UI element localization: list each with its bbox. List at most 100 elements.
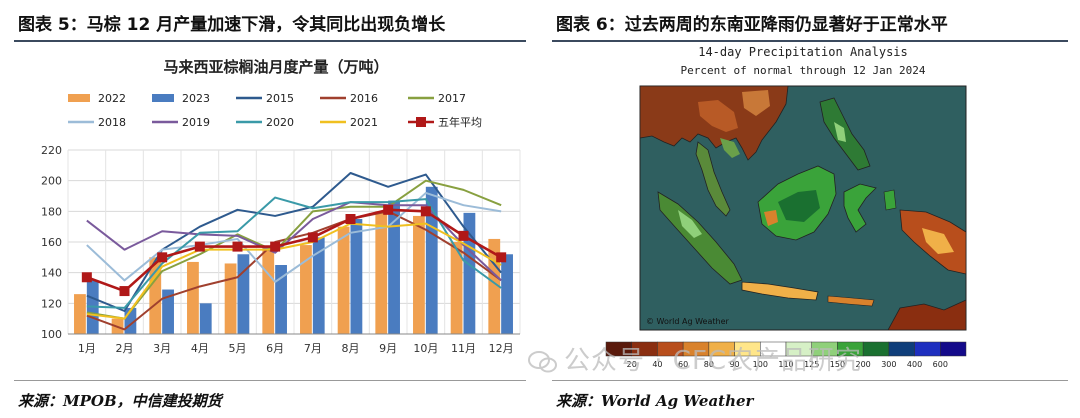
right-source-note: 来源：World Ag Weather (556, 392, 754, 410)
bar-2022 (187, 261, 199, 334)
colorbar-label: 40 (652, 360, 662, 369)
colorbar-label: 200 (856, 360, 871, 369)
map-subtitle: Percent of normal through 12 Jan 2024 (680, 64, 925, 77)
legend-item: 2015 (236, 92, 294, 105)
y-tick-label: 140 (41, 267, 62, 280)
x-tick-label: 12月 (489, 342, 514, 355)
series-line-2018 (86, 191, 502, 283)
colorbar-label: 80 (704, 360, 714, 369)
right-bottom-rule (552, 380, 1068, 381)
legend-item: 2020 (236, 116, 294, 129)
avg-marker (157, 252, 168, 263)
bar-2023 (162, 289, 174, 334)
colorbar-label: 400 (907, 360, 922, 369)
map-sulawesi (843, 183, 877, 233)
avg-marker (420, 206, 431, 217)
map-philippines (819, 97, 871, 171)
colorbar-label: 100 (753, 360, 768, 369)
legend-label: 2023 (182, 92, 210, 105)
legend-item: 2023 (152, 92, 210, 105)
x-tick-label: 7月 (304, 342, 322, 355)
series-line-2017 (86, 179, 502, 320)
bar-2022 (450, 242, 463, 334)
left-bottom-rule (14, 380, 526, 381)
map-title: 14-day Precipitation Analysis (698, 45, 908, 59)
x-tick-label: 2月 (116, 342, 134, 355)
colorbar-label: 600 (933, 360, 948, 369)
legend-label: 2016 (350, 92, 378, 105)
map-australia (887, 299, 967, 331)
bar-2022 (413, 215, 425, 334)
x-tick-label: 9月 (379, 342, 397, 355)
legend-label: 2021 (350, 116, 378, 129)
legend-label: 五年平均 (438, 115, 482, 129)
colorbar-label: 150 (830, 360, 845, 369)
x-tick-label: 11月 (451, 342, 476, 355)
colorbar-label: 110 (778, 360, 793, 369)
y-tick-label: 100 (41, 328, 62, 341)
x-tick-label: 10月 (413, 342, 438, 355)
colorbar-label: 20 (627, 360, 637, 369)
y-tick-label: 160 (41, 236, 62, 249)
left-source-note: 来源：MPOB，中信建投期货 (18, 392, 222, 410)
avg-marker (458, 230, 469, 241)
bar-2022 (149, 257, 162, 334)
legend-item: 五年平均 (408, 115, 482, 129)
x-tick-label: 1月 (78, 342, 96, 355)
map-malay-peninsula (695, 141, 731, 217)
x-tick-label: 8月 (342, 342, 360, 355)
legend-item: 2016 (320, 92, 378, 105)
y-tick-label: 220 (41, 144, 62, 157)
colorbar-segment (862, 341, 890, 357)
wechat-icon (528, 350, 558, 374)
bar-2023 (199, 303, 212, 334)
legend-item: 2019 (152, 116, 210, 129)
palm-oil-production-chart: 马来西亚棕榈油月度产量（万吨） 2022 2023 2015 2016 2017 2018… (41, 58, 521, 355)
bar-2022 (74, 294, 86, 334)
colorbar-label: 90 (729, 360, 739, 369)
map-java (741, 281, 819, 301)
chart-legend: 2022 2023 2015 2016 2017 2018 2019 2020 2021 五年平均 (68, 92, 482, 129)
bar-2023 (237, 254, 250, 334)
precipitation-colorbar: 20 40 60 80 90 100 110 125 150 200 300 400 600 (605, 341, 967, 369)
y-tick-label: 200 (41, 175, 62, 188)
legend-label: 2022 (98, 92, 126, 105)
watermark-text: 公众号 · CFC农产品研究 (564, 346, 863, 376)
bar-2023 (312, 237, 325, 334)
colorbar-segment (914, 341, 941, 357)
map-sumatra (657, 191, 743, 285)
x-tick-label: 5月 (229, 342, 247, 355)
legend-label: 2020 (266, 116, 294, 129)
series-line-2016 (86, 210, 502, 331)
avg-marker (194, 241, 205, 252)
bar-2023 (425, 186, 438, 334)
avg-marker (383, 204, 394, 215)
legend-label: 2015 (266, 92, 294, 105)
chart-title: 马来西亚棕榈油月度产量（万吨） (163, 58, 388, 76)
avg-marker (81, 272, 92, 283)
bar-2022 (224, 263, 237, 334)
series-line-2019 (86, 201, 502, 282)
y-tick-label: 180 (41, 205, 62, 218)
colorbar-label: 300 (881, 360, 896, 369)
avg-marker (270, 241, 281, 252)
left-panel-title: 图表 5：马棕 12 月产量加速下滑，令其同比出现负增长 (18, 15, 446, 35)
colorbar-segment (940, 341, 967, 357)
x-tick-label: 4月 (191, 342, 209, 355)
legend-label: 2017 (438, 92, 466, 105)
bar-2022 (337, 226, 350, 334)
series-line-2020 (86, 196, 502, 309)
x-tick-label: 3月 (153, 342, 171, 355)
bar-2023 (463, 212, 476, 334)
colorbar-segment (888, 341, 915, 357)
right-title-rule (552, 40, 1068, 42)
legend-item: 2017 (408, 92, 466, 105)
chart-axes: 100 120 140 160 180 200 220 1月 2月 3月 4月 5月 6月 7月 8月 9月 1… (41, 144, 520, 355)
series-line-五年平均 (86, 208, 502, 293)
y-tick-label: 120 (41, 297, 62, 310)
legend-item: 2022 (68, 92, 126, 105)
colorbar-label: 60 (678, 360, 688, 369)
bar-2023 (124, 307, 137, 334)
legend-label: 2018 (98, 116, 126, 129)
legend-item: 2018 (68, 116, 126, 129)
